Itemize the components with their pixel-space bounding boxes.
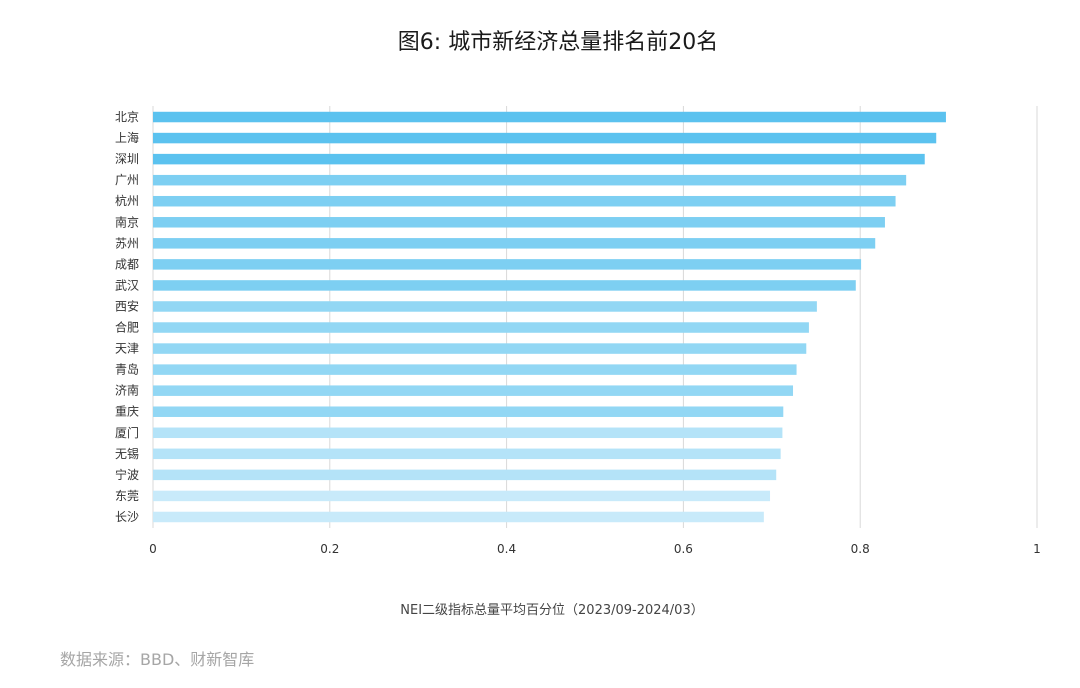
bar xyxy=(153,280,856,291)
category-label: 长沙 xyxy=(115,510,139,524)
category-label: 苏州 xyxy=(115,236,139,250)
category-label: 杭州 xyxy=(115,193,139,208)
category-label: 无锡 xyxy=(115,446,139,461)
category-label: 西安 xyxy=(115,298,139,313)
bar xyxy=(153,132,937,144)
category-label: 青岛 xyxy=(115,362,139,377)
bar xyxy=(153,490,771,502)
category-label: 济南 xyxy=(115,383,139,398)
bar xyxy=(153,448,781,460)
bar xyxy=(153,343,807,354)
bar xyxy=(153,111,946,123)
x-tick-label: 0.8 xyxy=(851,542,870,556)
bar xyxy=(153,259,862,270)
x-tick-label: 1 xyxy=(1033,542,1041,556)
category-label: 宁波 xyxy=(115,467,139,482)
x-tick-label: 0.6 xyxy=(674,542,693,556)
bars xyxy=(153,111,946,523)
category-label: 武汉 xyxy=(115,278,139,292)
x-tick-label: 0.2 xyxy=(320,542,339,556)
bar xyxy=(153,301,817,312)
bar xyxy=(153,322,809,333)
bar xyxy=(153,153,925,165)
chart-title: 图6: 城市新经济总量排名前20名 xyxy=(397,30,719,55)
gridlines xyxy=(152,106,1038,528)
category-label: 北京 xyxy=(115,110,139,124)
x-tick-label: 0.4 xyxy=(497,542,516,556)
bar xyxy=(153,511,764,523)
x-tick-labels: 0 0.2 0.4 0.6 0.8 1 xyxy=(149,542,1041,556)
source-note: 数据来源：BBD、财新智库 xyxy=(60,650,255,669)
category-label: 重庆 xyxy=(115,405,139,419)
bar xyxy=(153,174,907,186)
x-axis-label: NEI二级指标总量平均百分位（2023/09-2024/03） xyxy=(400,603,704,618)
bar xyxy=(153,364,797,375)
category-label: 上海 xyxy=(115,130,139,145)
category-label: 广州 xyxy=(115,173,139,187)
bar xyxy=(153,195,896,207)
category-label: 厦门 xyxy=(115,425,139,440)
bar xyxy=(153,238,876,249)
bar xyxy=(153,385,794,396)
category-label: 天津 xyxy=(115,342,139,356)
category-label: 合肥 xyxy=(115,320,139,335)
category-label: 成都 xyxy=(115,257,139,271)
bar xyxy=(153,427,783,439)
bar xyxy=(153,217,885,228)
category-label: 深圳 xyxy=(115,152,139,166)
category-label: 南京 xyxy=(115,214,139,229)
bar xyxy=(153,469,777,481)
category-label: 东莞 xyxy=(115,489,139,503)
x-tick-label: 0 xyxy=(149,542,157,556)
bar xyxy=(153,406,784,417)
